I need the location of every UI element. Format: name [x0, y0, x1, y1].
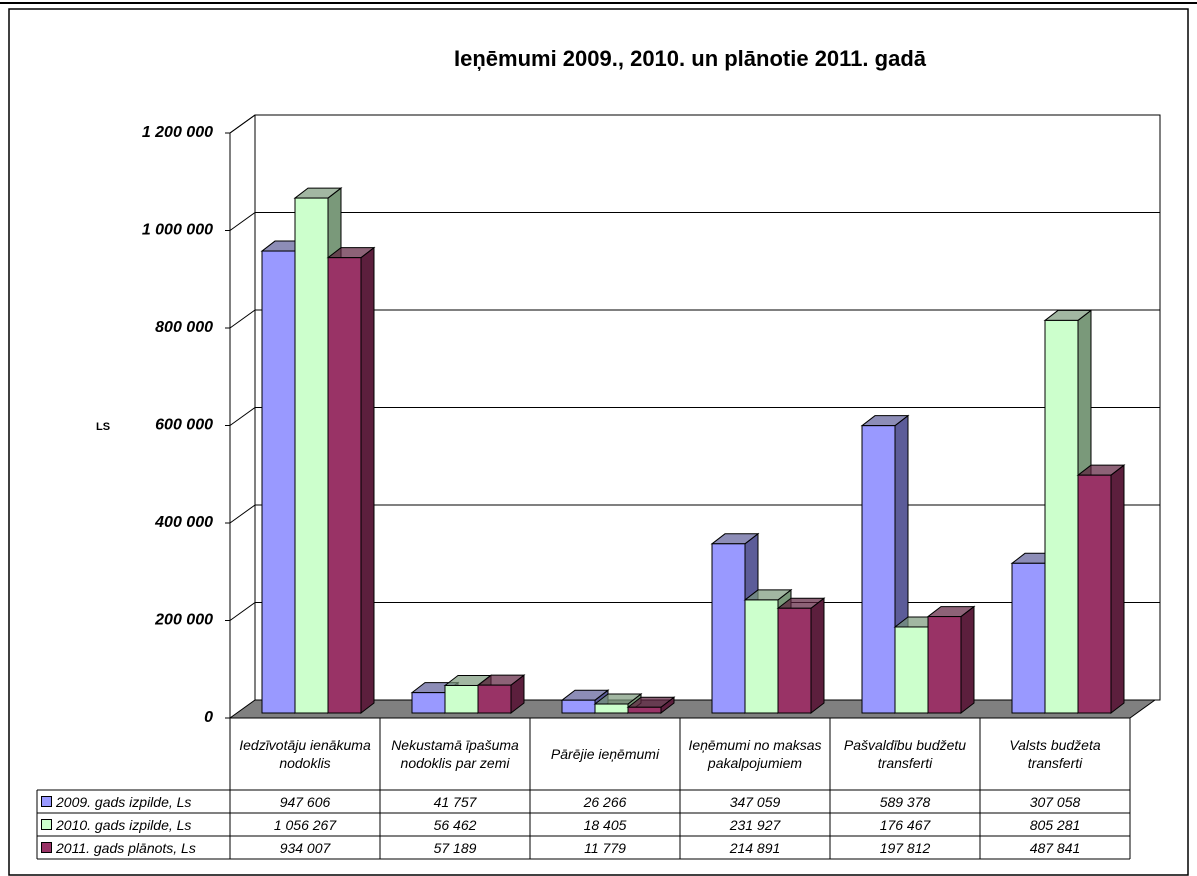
bar-side: [1110, 464, 1125, 715]
table-value: 347 059: [729, 793, 781, 810]
grid-diagonal: [229, 504, 256, 524]
bar: [1076, 464, 1126, 715]
bar-front: [711, 543, 746, 714]
bar-front: [1044, 319, 1079, 714]
bar-side: [960, 605, 975, 715]
bar-front: [861, 425, 896, 714]
table-value: 589 378: [879, 793, 931, 810]
table-value: 934 007: [279, 839, 331, 856]
bar-front: [261, 250, 296, 714]
category-label: Valsts budžeta transferti: [1009, 737, 1101, 771]
y-tick-label: 400 000: [154, 514, 213, 531]
category-label: Ieņēmumi no maksas pakalpojumiem: [688, 737, 822, 771]
grid-diagonal: [229, 114, 256, 134]
table-value: 947 606: [279, 793, 331, 810]
bar-front: [744, 599, 779, 714]
bar: [626, 696, 676, 715]
table-value: 197 812: [879, 839, 931, 856]
table-value: 26 266: [583, 793, 627, 810]
legend-swatch: [41, 819, 52, 830]
bar: [776, 597, 826, 715]
bar: [926, 605, 976, 715]
bar-front: [411, 692, 446, 714]
y-tick-label: 1 200 000: [142, 124, 213, 141]
grid-diagonal: [229, 309, 256, 329]
bar-front: [627, 706, 662, 714]
legend-entry: 2011. gads plānots, Ls: [37, 836, 230, 859]
table-value: 18 405: [583, 816, 627, 833]
legend-label: 2009. gads izpilde, Ls: [56, 793, 192, 810]
bar-front: [894, 626, 929, 714]
category-label: Pārējie ieņēmumi: [550, 746, 660, 762]
table-value: 56 462: [433, 816, 477, 833]
table-value: 231 927: [729, 816, 781, 833]
grid-diagonal: [229, 212, 256, 231]
grid-diagonal: [229, 407, 256, 426]
category-label: Iedzīvotāju ienākuma nodoklis: [239, 737, 371, 771]
bar-front: [1011, 562, 1046, 714]
table-value: 57 189: [433, 839, 477, 856]
legend-entry: 2010. gads izpilde, Ls: [37, 813, 230, 836]
y-tick-label: 800 000: [155, 319, 213, 336]
y-axis-label: LS: [96, 421, 110, 433]
table-value: 11 779: [584, 839, 626, 856]
legend-label: 2010. gads izpilde, Ls: [56, 816, 192, 833]
bar-front: [1077, 474, 1112, 714]
legend-entry: 2009. gads izpilde, Ls: [37, 790, 230, 813]
category-label: Nekustamā īpašuma nodoklis par zemi: [391, 737, 519, 771]
bar-front: [594, 703, 629, 714]
bar-side: [810, 597, 825, 715]
category-label: Pašvaldību budžetu transferti: [843, 737, 967, 771]
bar: [476, 674, 526, 715]
table-value: 214 891: [729, 839, 781, 856]
table-value: 176 467: [879, 816, 931, 833]
bar-front: [327, 257, 362, 714]
chart-title: Ieņēmumi 2009., 2010. un plānotie 2011. …: [454, 46, 927, 71]
table-value: 307 058: [1029, 793, 1081, 810]
bar-front: [777, 607, 812, 714]
y-tick-label: 0: [204, 709, 213, 726]
legend-label: 2011. gads plānots, Ls: [56, 839, 196, 856]
bar-side: [360, 246, 375, 715]
table-value: 805 281: [1029, 816, 1081, 833]
table-value: 1 056 267: [273, 816, 337, 833]
table-value: 487 841: [1029, 839, 1081, 856]
grid-diagonal: [229, 602, 256, 621]
bar-front: [561, 699, 596, 714]
legend-swatch: [41, 842, 52, 853]
frame: [8, 8, 1189, 876]
bar-front: [294, 197, 329, 714]
bar: [326, 246, 376, 715]
bar-front: [477, 684, 512, 714]
y-tick-label: 200 000: [154, 612, 213, 629]
y-tick-label: 1 000 000: [142, 222, 213, 239]
table-value: 41 757: [433, 793, 477, 810]
bar-front: [444, 684, 479, 714]
legend-swatch: [41, 796, 52, 807]
y-tick-label: 600 000: [155, 417, 213, 434]
bar-front: [927, 616, 962, 714]
